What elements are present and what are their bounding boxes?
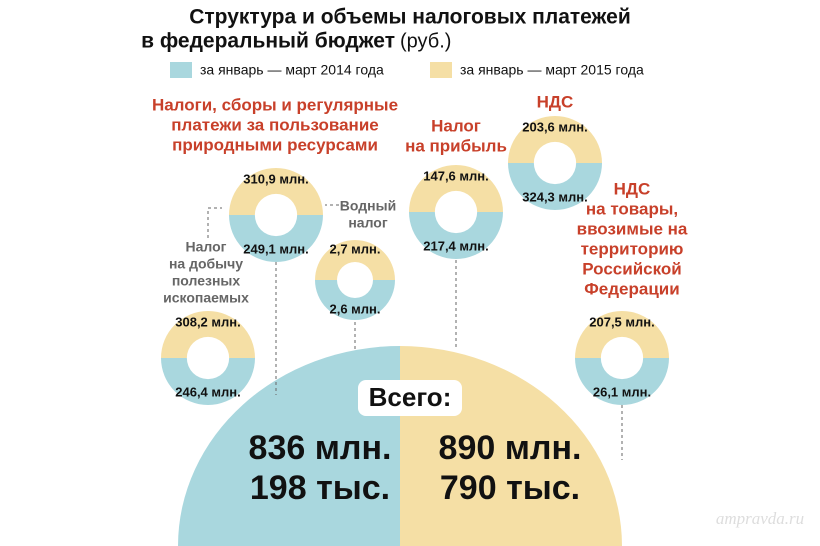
ring-bottom bbox=[575, 358, 669, 405]
ring-top bbox=[575, 311, 669, 358]
ring-top bbox=[409, 165, 503, 212]
connectors bbox=[207, 204, 623, 460]
ring-label: Российской bbox=[582, 259, 681, 278]
ring-label: налог bbox=[348, 215, 388, 231]
legend-label: за январь — март 2014 года bbox=[200, 62, 384, 78]
ring-value: 2,7 млн. bbox=[329, 241, 380, 256]
title: Структура и объемы налоговых платежей bbox=[189, 6, 631, 29]
ring-label: НДС bbox=[614, 179, 651, 198]
total-value: 836 млн. bbox=[249, 429, 392, 467]
ring-label: Водный bbox=[340, 198, 396, 214]
ring-label: Налоги, сборы и регулярные bbox=[152, 95, 398, 114]
ring-top bbox=[508, 116, 602, 163]
ring-label: природными ресурсами bbox=[172, 135, 378, 154]
ring-value: 324,3 млн. bbox=[522, 190, 587, 205]
ring-top bbox=[229, 168, 323, 215]
legend-swatch bbox=[430, 62, 452, 78]
ring-bottom bbox=[508, 163, 602, 210]
total-value: 890 млн. bbox=[439, 429, 582, 467]
ring-label: платежи за пользование bbox=[171, 115, 378, 134]
ring-top bbox=[315, 240, 395, 280]
ring-value: 2,6 млн. bbox=[329, 301, 380, 316]
ring-top bbox=[161, 311, 255, 358]
ring-label: ввозимые на bbox=[577, 219, 688, 238]
ring-value: 310,9 млн. bbox=[243, 171, 308, 186]
ring-label: полезных bbox=[172, 273, 241, 289]
watermark: ampravda.ru bbox=[716, 509, 804, 528]
ring-value: 217,4 млн. bbox=[423, 239, 488, 254]
ring-value: 26,1 млн. bbox=[593, 385, 651, 400]
legend-label: за январь — март 2015 года bbox=[460, 62, 644, 78]
ring-label: территорию bbox=[581, 239, 684, 258]
ring-value: 203,6 млн. bbox=[522, 119, 587, 134]
ring-label: ископаемых bbox=[163, 290, 249, 306]
total-label: Всего: bbox=[369, 382, 452, 412]
ring-label: НДС bbox=[537, 92, 574, 111]
ring-value: 246,4 млн. bbox=[175, 385, 240, 400]
total-left bbox=[178, 346, 400, 546]
total-value: 198 тыс. bbox=[250, 469, 390, 507]
ring-value: 308,2 млн. bbox=[175, 314, 240, 329]
ring-value: 207,5 млн. bbox=[589, 314, 654, 329]
ring-value: 249,1 млн. bbox=[243, 242, 308, 257]
ring-label: на добычу bbox=[169, 256, 243, 272]
ring-bottom bbox=[161, 358, 255, 405]
total-value: 790 тыс. bbox=[440, 469, 580, 507]
ring-label: Налог bbox=[431, 116, 481, 135]
ring-bottom bbox=[315, 280, 395, 320]
title: в федеральный бюджет bbox=[141, 30, 395, 53]
total-box bbox=[358, 380, 462, 416]
ring-label: Налог bbox=[186, 239, 227, 255]
legend-swatch bbox=[170, 62, 192, 78]
ring-bottom bbox=[409, 212, 503, 259]
ring-label: на товары, bbox=[586, 199, 678, 218]
title-unit: (руб.) bbox=[400, 30, 451, 52]
ring-value: 147,6 млн. bbox=[423, 168, 488, 183]
ring-label: на прибыль bbox=[405, 136, 507, 155]
ring-label: Федерации bbox=[584, 279, 679, 298]
ring-bottom bbox=[229, 215, 323, 262]
